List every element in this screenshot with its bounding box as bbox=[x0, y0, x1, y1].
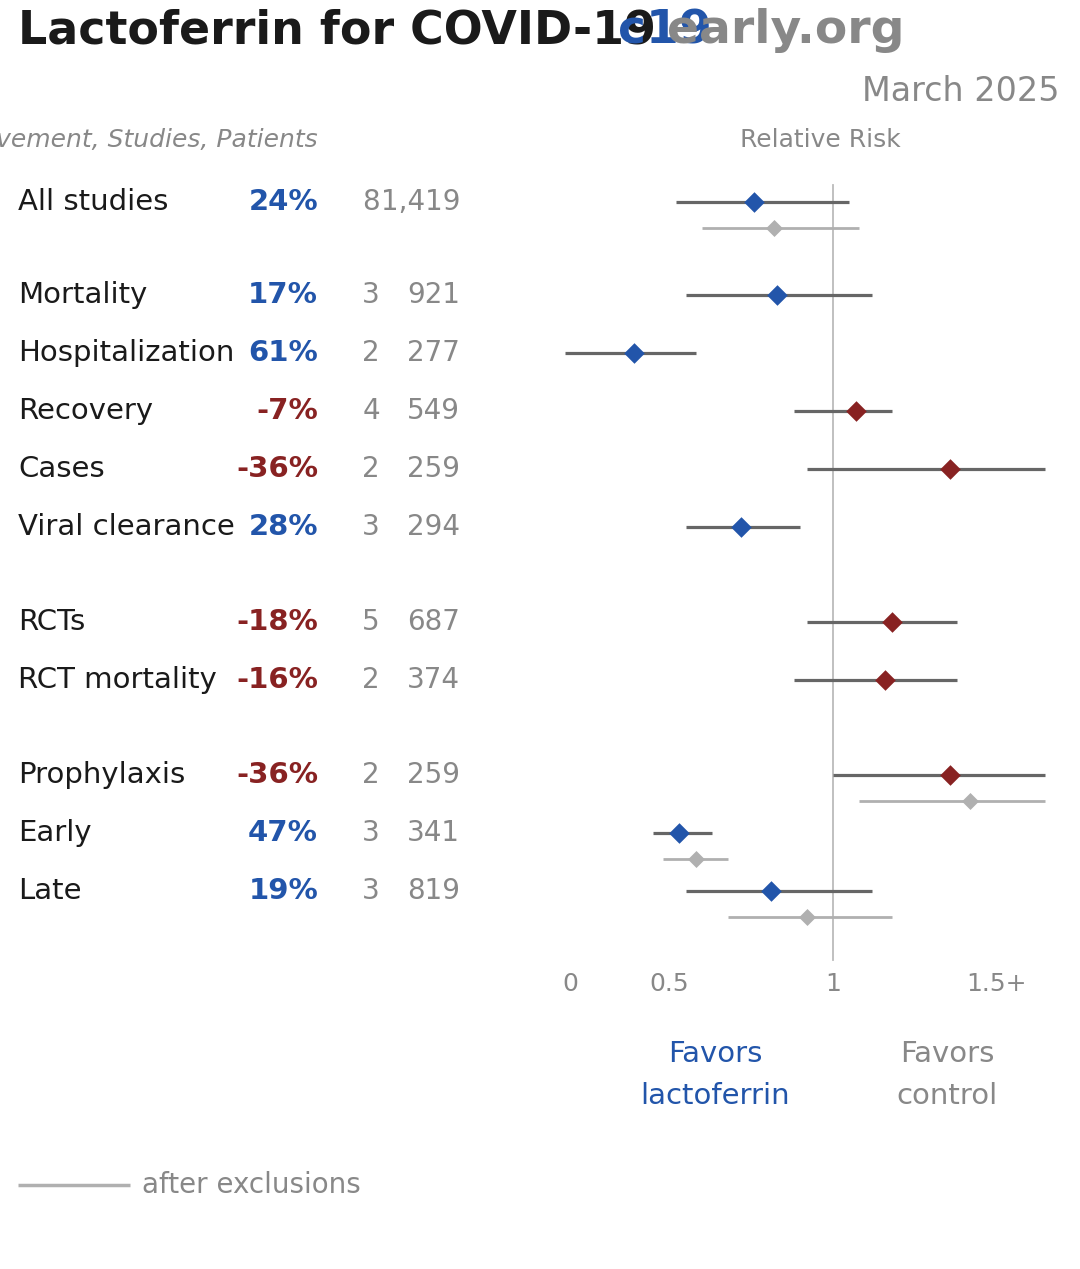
Text: 921: 921 bbox=[407, 280, 460, 308]
Text: 1: 1 bbox=[825, 972, 840, 996]
Text: 47%: 47% bbox=[248, 819, 318, 846]
Text: 28%: 28% bbox=[248, 513, 318, 541]
Point bbox=[766, 218, 783, 239]
Text: March 2025: March 2025 bbox=[863, 75, 1059, 108]
Point bbox=[942, 765, 959, 786]
Text: 277: 277 bbox=[407, 339, 460, 367]
Text: after exclusions: after exclusions bbox=[141, 1171, 361, 1199]
Text: Cases: Cases bbox=[18, 456, 105, 483]
Text: Mortality: Mortality bbox=[18, 280, 147, 308]
Text: -18%: -18% bbox=[237, 608, 318, 636]
Text: 341: 341 bbox=[407, 819, 460, 846]
Point bbox=[732, 516, 750, 537]
Text: Viral clearance: Viral clearance bbox=[18, 513, 234, 541]
Text: 294: 294 bbox=[407, 513, 460, 541]
Point bbox=[847, 401, 864, 421]
Text: 3: 3 bbox=[362, 513, 380, 541]
Text: RCTs: RCTs bbox=[18, 608, 85, 636]
Text: 5: 5 bbox=[363, 608, 380, 636]
Text: 3: 3 bbox=[362, 819, 380, 846]
Text: 1,419: 1,419 bbox=[380, 188, 460, 216]
Text: 17%: 17% bbox=[248, 280, 318, 308]
Point bbox=[671, 822, 688, 843]
Point bbox=[687, 849, 704, 869]
Point bbox=[942, 459, 959, 480]
Text: Improvement, Studies, Patients: Improvement, Studies, Patients bbox=[0, 128, 318, 152]
Text: 3: 3 bbox=[362, 877, 380, 905]
Point bbox=[961, 791, 978, 811]
Text: 374: 374 bbox=[407, 666, 460, 694]
Text: RCT mortality: RCT mortality bbox=[18, 666, 217, 694]
Text: Favors: Favors bbox=[900, 1041, 995, 1068]
Text: -16%: -16% bbox=[237, 666, 318, 694]
Text: -36%: -36% bbox=[237, 456, 318, 483]
Text: 0.5: 0.5 bbox=[650, 972, 689, 996]
Text: 1.5+: 1.5+ bbox=[966, 972, 1026, 996]
Text: Recovery: Recovery bbox=[18, 397, 153, 425]
Point bbox=[625, 343, 643, 363]
Point bbox=[762, 881, 780, 901]
Text: 2: 2 bbox=[363, 339, 380, 367]
Point bbox=[883, 612, 901, 632]
Text: 4: 4 bbox=[363, 397, 380, 425]
Text: Prophylaxis: Prophylaxis bbox=[18, 761, 186, 789]
Text: Lactoferrin for COVID-19: Lactoferrin for COVID-19 bbox=[18, 8, 656, 53]
Text: 3: 3 bbox=[362, 280, 380, 308]
Text: -36%: -36% bbox=[237, 761, 318, 789]
Point bbox=[746, 192, 764, 212]
Text: control: control bbox=[896, 1082, 998, 1110]
Text: 24%: 24% bbox=[248, 188, 318, 216]
Text: 61%: 61% bbox=[248, 339, 318, 367]
Text: 819: 819 bbox=[407, 877, 460, 905]
Text: Relative Risk: Relative Risk bbox=[740, 128, 901, 152]
Point bbox=[769, 284, 786, 305]
Point bbox=[877, 670, 894, 690]
Text: 549: 549 bbox=[407, 397, 460, 425]
Text: 2: 2 bbox=[363, 761, 380, 789]
Text: 2: 2 bbox=[363, 666, 380, 694]
Text: early.org: early.org bbox=[667, 8, 905, 53]
Text: 687: 687 bbox=[407, 608, 460, 636]
Text: -7%: -7% bbox=[256, 397, 318, 425]
Text: 8: 8 bbox=[363, 188, 380, 216]
Text: All studies: All studies bbox=[18, 188, 168, 216]
Text: Hospitalization: Hospitalization bbox=[18, 339, 234, 367]
Text: lactoferrin: lactoferrin bbox=[640, 1082, 791, 1110]
Text: 2: 2 bbox=[363, 456, 380, 483]
Text: 0: 0 bbox=[562, 972, 578, 996]
Text: 259: 259 bbox=[407, 761, 460, 789]
Text: 259: 259 bbox=[407, 456, 460, 483]
Text: Early: Early bbox=[18, 819, 92, 846]
Text: 19%: 19% bbox=[248, 877, 318, 905]
Text: c19: c19 bbox=[618, 8, 712, 53]
Point bbox=[798, 907, 815, 928]
Text: Late: Late bbox=[18, 877, 81, 905]
Text: Favors: Favors bbox=[669, 1041, 762, 1068]
